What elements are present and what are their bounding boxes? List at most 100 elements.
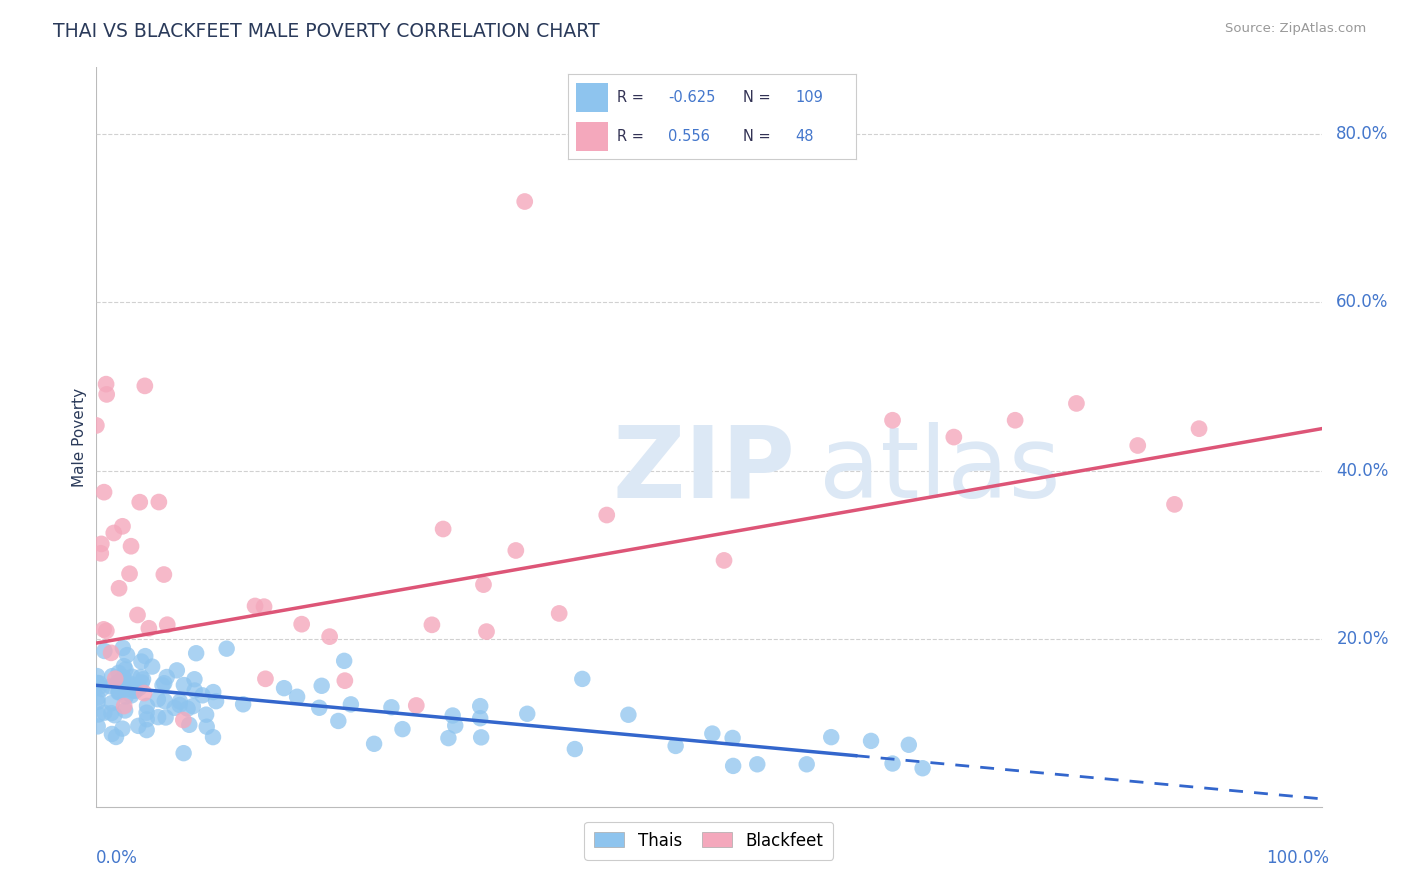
Point — [111, 722, 134, 736]
Point — [101, 727, 124, 741]
Point — [114, 690, 136, 704]
Point — [232, 698, 254, 712]
Point — [897, 738, 920, 752]
Point — [340, 698, 363, 712]
Point — [121, 670, 143, 684]
Point — [93, 623, 115, 637]
Text: 40.0%: 40.0% — [1336, 462, 1389, 480]
Point — [93, 485, 115, 500]
Point — [156, 670, 179, 684]
Point — [470, 699, 492, 714]
Point — [516, 706, 538, 721]
Point — [201, 730, 224, 744]
Point — [564, 742, 586, 756]
Point — [122, 683, 145, 698]
Point — [169, 698, 191, 712]
Point — [127, 607, 149, 622]
Point — [118, 566, 141, 581]
Point — [191, 689, 214, 703]
Point — [148, 495, 170, 509]
Text: Source: ZipAtlas.com: Source: ZipAtlas.com — [1226, 22, 1367, 36]
Point — [108, 684, 131, 698]
Point — [172, 713, 194, 727]
Point — [112, 659, 135, 673]
Point — [911, 761, 934, 775]
Point — [96, 387, 118, 401]
Point — [318, 630, 340, 644]
Point — [596, 508, 619, 522]
Point — [152, 678, 174, 692]
Point — [285, 690, 308, 704]
Point — [115, 648, 138, 662]
Point — [124, 683, 146, 698]
Point — [860, 734, 883, 748]
Point — [87, 676, 110, 690]
Point — [96, 624, 118, 638]
Point — [796, 757, 818, 772]
Point — [1004, 413, 1026, 427]
Point — [86, 418, 108, 433]
Point — [617, 707, 640, 722]
Point — [112, 670, 135, 684]
Point — [135, 706, 157, 720]
Point — [100, 646, 122, 660]
Point — [513, 194, 536, 209]
Point — [721, 731, 744, 745]
Point — [243, 599, 266, 613]
Point — [107, 675, 129, 690]
Point — [472, 577, 495, 591]
Point — [118, 676, 141, 690]
Point — [93, 644, 115, 658]
Point — [195, 720, 218, 734]
Point — [131, 655, 153, 669]
Point — [173, 746, 195, 760]
Point — [1066, 396, 1088, 410]
Text: 100.0%: 100.0% — [1265, 849, 1329, 867]
Point — [128, 495, 150, 509]
Point — [141, 659, 163, 673]
Point — [432, 522, 454, 536]
Point — [176, 701, 198, 715]
Point — [153, 567, 176, 582]
Point — [101, 696, 124, 710]
Legend: Thais, Blackfeet: Thais, Blackfeet — [585, 822, 832, 860]
Point — [205, 694, 228, 708]
Point — [136, 698, 159, 713]
Point — [100, 706, 122, 720]
Point — [108, 685, 131, 699]
Point — [111, 519, 134, 533]
Point — [114, 663, 136, 677]
Point — [86, 669, 108, 683]
Point — [333, 654, 356, 668]
Point — [186, 646, 208, 660]
Point — [380, 700, 402, 714]
Point — [86, 695, 108, 709]
Point — [820, 730, 842, 744]
Point — [107, 685, 129, 699]
Point — [138, 621, 160, 635]
Point — [104, 730, 127, 744]
Point — [89, 680, 111, 694]
Point — [882, 413, 904, 427]
Point — [163, 701, 186, 715]
Point — [156, 617, 179, 632]
Point — [470, 731, 492, 745]
Point — [1188, 422, 1211, 436]
Point — [702, 726, 724, 740]
Point — [273, 681, 295, 695]
Point — [111, 681, 134, 696]
Point — [308, 700, 330, 714]
Point — [117, 681, 139, 696]
Point — [90, 537, 112, 551]
Point — [134, 649, 156, 664]
Text: 0.0%: 0.0% — [96, 849, 138, 867]
Point — [391, 722, 413, 736]
Point — [155, 710, 177, 724]
Point — [548, 607, 571, 621]
Point — [179, 718, 201, 732]
Point — [103, 526, 125, 541]
Point — [120, 678, 142, 692]
Point — [103, 708, 125, 723]
Point — [363, 737, 385, 751]
Point — [86, 719, 108, 733]
